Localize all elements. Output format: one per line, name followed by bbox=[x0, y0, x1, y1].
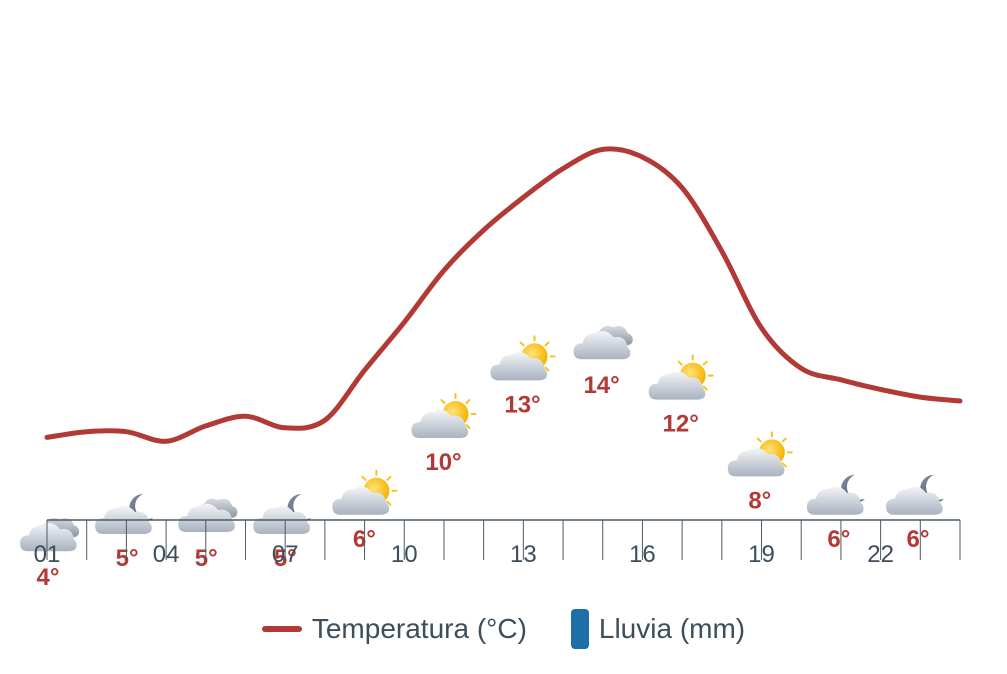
x-tick-label: 19 bbox=[748, 541, 775, 568]
cloud-icon bbox=[178, 499, 237, 532]
temperature-label: 12° bbox=[663, 411, 699, 438]
x-tick-label: 04 bbox=[153, 541, 180, 568]
temperature-line bbox=[44, 146, 963, 444]
legend-item-temperature[interactable]: Temperatura (°C) bbox=[261, 613, 527, 645]
temperature-label: 14° bbox=[583, 372, 619, 399]
x-tick-label: 01 bbox=[34, 541, 61, 568]
moon-cloud-icon bbox=[253, 494, 311, 534]
temperature-label: 6° bbox=[827, 526, 850, 553]
temperature-line-swatch bbox=[261, 626, 302, 632]
temperature-label: 8° bbox=[748, 487, 771, 514]
moon-cloud-icon bbox=[886, 475, 944, 515]
temperature-label: 5° bbox=[116, 545, 139, 572]
sun-cloud-icon bbox=[412, 394, 476, 438]
sun-cloud-icon bbox=[332, 471, 396, 515]
x-axis: 01 04 07 10 13 16 19 22 bbox=[34, 519, 961, 568]
temperature-label: 13° bbox=[504, 391, 540, 418]
temperature-chart: 4°5° 5° 5°6°10°13°14°12°8°6° 6° 01 04 07 10 13 1… bbox=[0, 146, 963, 591]
x-tick-label: 22 bbox=[867, 541, 894, 568]
temperature-label: 10° bbox=[425, 449, 461, 476]
rain-bar-swatch bbox=[570, 609, 589, 649]
cloud-icon bbox=[574, 326, 633, 359]
chart-legend: Temperatura (°C) Lluvia (mm) bbox=[0, 604, 1007, 654]
x-tick-label: 13 bbox=[510, 541, 537, 568]
legend-rain-label: Lluvia (mm) bbox=[598, 613, 746, 644]
sun-cloud-icon bbox=[491, 336, 555, 380]
x-tick-label: 10 bbox=[391, 541, 418, 568]
temperature-label: 6° bbox=[907, 526, 930, 553]
moon-cloud-icon bbox=[807, 475, 865, 515]
sun-cloud-icon bbox=[728, 432, 792, 476]
temperature-label: 4° bbox=[37, 564, 60, 591]
legend-temperature-label: Temperatura (°C) bbox=[311, 613, 527, 644]
sun-cloud-icon bbox=[649, 356, 713, 400]
legend-item-rain[interactable]: Lluvia (mm) bbox=[570, 609, 746, 649]
x-tick-label: 16 bbox=[629, 541, 656, 568]
x-tick-label: 07 bbox=[272, 541, 299, 568]
moon-cloud-icon bbox=[95, 494, 153, 534]
